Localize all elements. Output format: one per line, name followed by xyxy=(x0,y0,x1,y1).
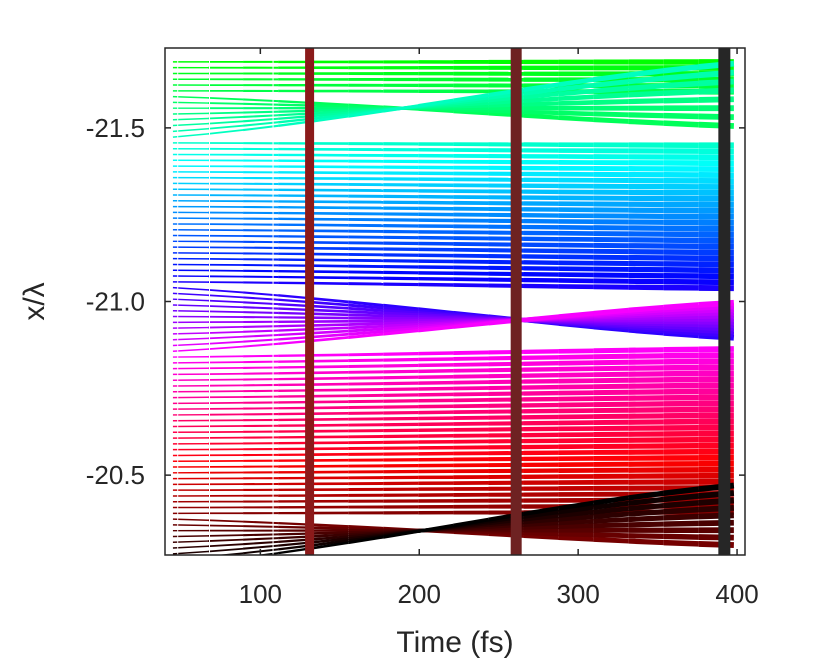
x-axis-label: Time (fs) xyxy=(396,626,513,659)
trajectory xyxy=(172,211,734,220)
trajectory xyxy=(172,153,734,161)
x-tick-label: 300 xyxy=(556,579,599,609)
trajectory xyxy=(172,436,734,445)
trajectory xyxy=(172,217,734,226)
trajectory xyxy=(172,188,734,196)
trajectory xyxy=(172,269,734,280)
y-axis-ticks: -21.5 -21.0 -20.5 xyxy=(86,113,745,490)
trajectory xyxy=(172,275,734,286)
trajectory xyxy=(172,194,734,202)
trajectory xyxy=(172,472,734,480)
plot-area xyxy=(172,59,735,555)
x-tick-label: 400 xyxy=(715,579,758,609)
trajectory xyxy=(172,448,734,457)
x-tick-label: 200 xyxy=(398,579,441,609)
trajectory xyxy=(172,200,734,208)
trajectory xyxy=(172,223,734,232)
trajectory xyxy=(172,171,734,178)
y-tick-label: -20.5 xyxy=(86,460,145,490)
trajectory xyxy=(172,182,734,190)
trajectory xyxy=(172,263,734,274)
trajectory xyxy=(172,240,734,250)
y-axis-label: x/λ xyxy=(18,282,51,320)
trajectory xyxy=(172,252,734,262)
trajectory xyxy=(172,478,734,486)
trajectory xyxy=(172,205,734,214)
trajectory xyxy=(172,165,734,173)
trajectory xyxy=(172,406,734,416)
x-axis-ticks: 100 200 300 400 xyxy=(239,48,759,609)
trajectory xyxy=(172,430,734,439)
trajectory xyxy=(172,466,734,474)
trajectory xyxy=(172,454,734,462)
trajectory xyxy=(172,412,734,422)
trajectory xyxy=(172,95,734,129)
trajectory xyxy=(172,257,734,268)
trajectory xyxy=(172,147,734,155)
y-tick-label: -21.5 xyxy=(86,113,145,143)
trajectory xyxy=(172,246,734,256)
trajectory xyxy=(172,376,734,387)
trajectory xyxy=(172,394,734,405)
trajectory xyxy=(172,159,734,167)
y-tick-label: -21.0 xyxy=(86,287,145,317)
trajectory xyxy=(172,176,734,184)
x-tick-label: 100 xyxy=(239,579,282,609)
trajectory xyxy=(172,442,734,451)
vertical-markers xyxy=(177,48,731,555)
trajectory xyxy=(172,228,734,238)
trajectory xyxy=(172,142,734,149)
trajectory xyxy=(172,460,734,468)
trajectory xyxy=(172,388,734,399)
trajectory xyxy=(172,484,734,491)
